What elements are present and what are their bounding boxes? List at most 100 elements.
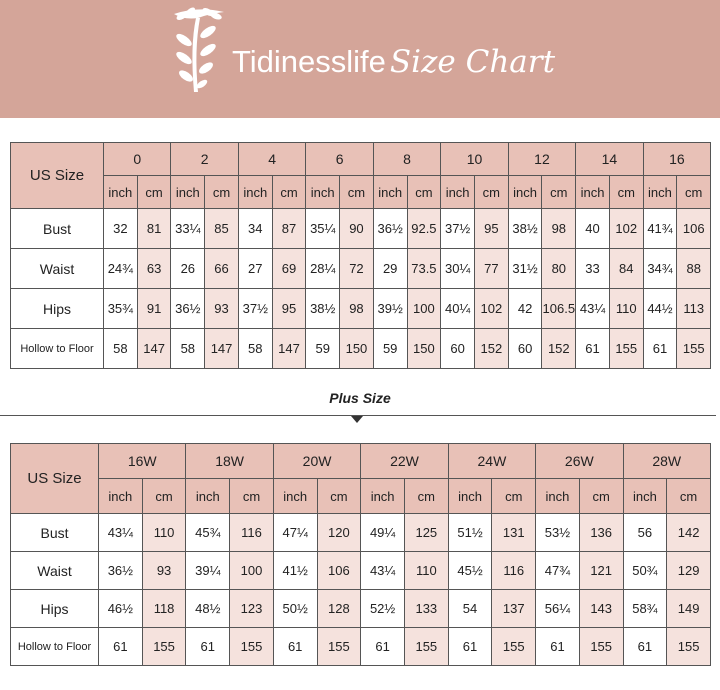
table-cell: 136: [578, 513, 624, 552]
us-size-header: US Size: [10, 443, 99, 514]
table-cell: 45¾: [185, 513, 231, 552]
unit-header-cm: cm: [676, 175, 712, 209]
header-banner: Tidinesslife Size Chart: [0, 0, 720, 118]
table-cell: 58: [237, 328, 273, 369]
table-cell: 155: [578, 627, 624, 666]
unit-header-inch: inch: [185, 478, 231, 514]
us-size-header: US Size: [10, 142, 104, 209]
unit-header-cm: cm: [541, 175, 577, 209]
table-cell: 152: [473, 328, 509, 369]
unit-header-inch: inch: [622, 478, 668, 514]
table-cell: 88: [676, 248, 712, 289]
table-cell: 49¼: [360, 513, 405, 552]
table-cell: 53½: [535, 513, 580, 552]
table-cell: 34: [237, 208, 273, 249]
table-cell: 73.5: [406, 248, 442, 289]
table-cell: 36½: [98, 551, 143, 590]
table-cell: 61: [622, 627, 668, 666]
unit-header-cm: cm: [229, 478, 274, 514]
size-header: 12: [507, 142, 577, 176]
table-cell: 61: [98, 627, 143, 666]
table-cell: 56¼: [535, 589, 580, 628]
unit-header-cm: cm: [204, 175, 239, 209]
unit-header-cm: cm: [141, 478, 187, 514]
unit-header-cm: cm: [316, 478, 362, 514]
table-cell: 85: [204, 208, 239, 249]
size-header: 28W: [622, 443, 711, 479]
table-cell: 137: [491, 589, 537, 628]
unit-header-cm: cm: [491, 478, 537, 514]
table-cell: 58: [103, 328, 138, 369]
table-cell: 43¼: [98, 513, 143, 552]
table-cell: 28¼: [305, 248, 341, 289]
unit-header-inch: inch: [575, 175, 610, 209]
table-cell: 43¼: [575, 288, 610, 329]
table-cell: 95: [473, 208, 509, 249]
unit-header-inch: inch: [272, 478, 318, 514]
table-cell: 63: [136, 248, 172, 289]
standard-size-table: US Size 0 2 4 6 8 10 12 14 16 inch cm inch cm inch cm in…: [10, 142, 712, 369]
size-header: 6: [305, 142, 374, 176]
table-row: Waist 36½ 93 39¼ 100 41½ 106 43¼ 110 45½ 116 47¾ 121…: [10, 551, 711, 590]
table-cell: 155: [229, 627, 274, 666]
unit-header-inch: inch: [103, 175, 138, 209]
table-cell: 33: [575, 248, 610, 289]
table-cell: 29: [372, 248, 408, 289]
table-cell: 143: [578, 589, 624, 628]
table-cell: 155: [666, 627, 711, 666]
row-label: Waist: [10, 248, 104, 289]
table-cell: 98: [339, 288, 374, 329]
size-header: 24W: [447, 443, 537, 479]
table-cell: 59: [372, 328, 408, 369]
table-cell: 69: [271, 248, 307, 289]
table-cell: 110: [403, 551, 449, 590]
table-row: Bust 32 81 33¼ 85 34 87 35¼ 90 36½ 92.5 37½ 95 38½ 98 4…: [10, 208, 712, 249]
size-header: 0: [102, 142, 172, 176]
table-cell: 56: [622, 513, 668, 552]
down-arrow-icon: [351, 416, 363, 423]
table-row: Hips 46½ 118 48½ 123 50½ 128 52½ 133 54 137 56¼ 143 5…: [10, 589, 711, 628]
table-cell: 90: [339, 208, 374, 249]
table-cell: 61: [360, 627, 405, 666]
table-cell: 41½: [272, 551, 318, 590]
unit-header-inch: inch: [440, 175, 475, 209]
size-header: 8: [372, 142, 442, 176]
size-header: 10: [440, 142, 509, 176]
table-cell: 125: [403, 513, 449, 552]
unit-header-inch: inch: [237, 175, 273, 209]
table-cell: 44½: [642, 288, 678, 329]
unit-header-cm: cm: [339, 175, 374, 209]
table-cell: 72: [339, 248, 374, 289]
table-cell: 155: [316, 627, 362, 666]
unit-header-inch: inch: [98, 478, 143, 514]
size-header: 14: [575, 142, 644, 176]
table-cell: 91: [136, 288, 172, 329]
table-cell: 27: [237, 248, 273, 289]
size-header: 2: [170, 142, 239, 176]
table-cell: 84: [608, 248, 644, 289]
plus-size-title: Plus Size: [329, 390, 391, 406]
brand-name: Tidinesslife: [232, 44, 386, 79]
unit-header-cm: cm: [406, 175, 442, 209]
plus-size-table: US Size 16W 18W 20W 22W 24W 26W 28W inch cm inch cm…: [10, 443, 711, 666]
table-cell: 50¾: [622, 551, 668, 590]
brand-subtitle: Size Chart: [389, 44, 556, 80]
table-cell: 42: [507, 288, 543, 329]
row-label: Waist: [10, 551, 99, 590]
table-cell: 116: [229, 513, 274, 552]
table-cell: 155: [491, 627, 537, 666]
table-cell: 93: [204, 288, 239, 329]
table-cell: 129: [666, 551, 711, 590]
table-cell: 66: [204, 248, 239, 289]
table-cell: 106.5: [541, 288, 577, 329]
table-cell: 110: [608, 288, 644, 329]
table-cell: 100: [406, 288, 442, 329]
table-cell: 61: [185, 627, 231, 666]
unit-header-cm: cm: [578, 478, 624, 514]
unit-header-inch: inch: [447, 478, 493, 514]
table-cell: 118: [141, 589, 187, 628]
unit-header-inch: inch: [360, 478, 405, 514]
table-cell: 26: [170, 248, 206, 289]
table-cell: 50½: [272, 589, 318, 628]
table-cell: 37½: [440, 208, 475, 249]
